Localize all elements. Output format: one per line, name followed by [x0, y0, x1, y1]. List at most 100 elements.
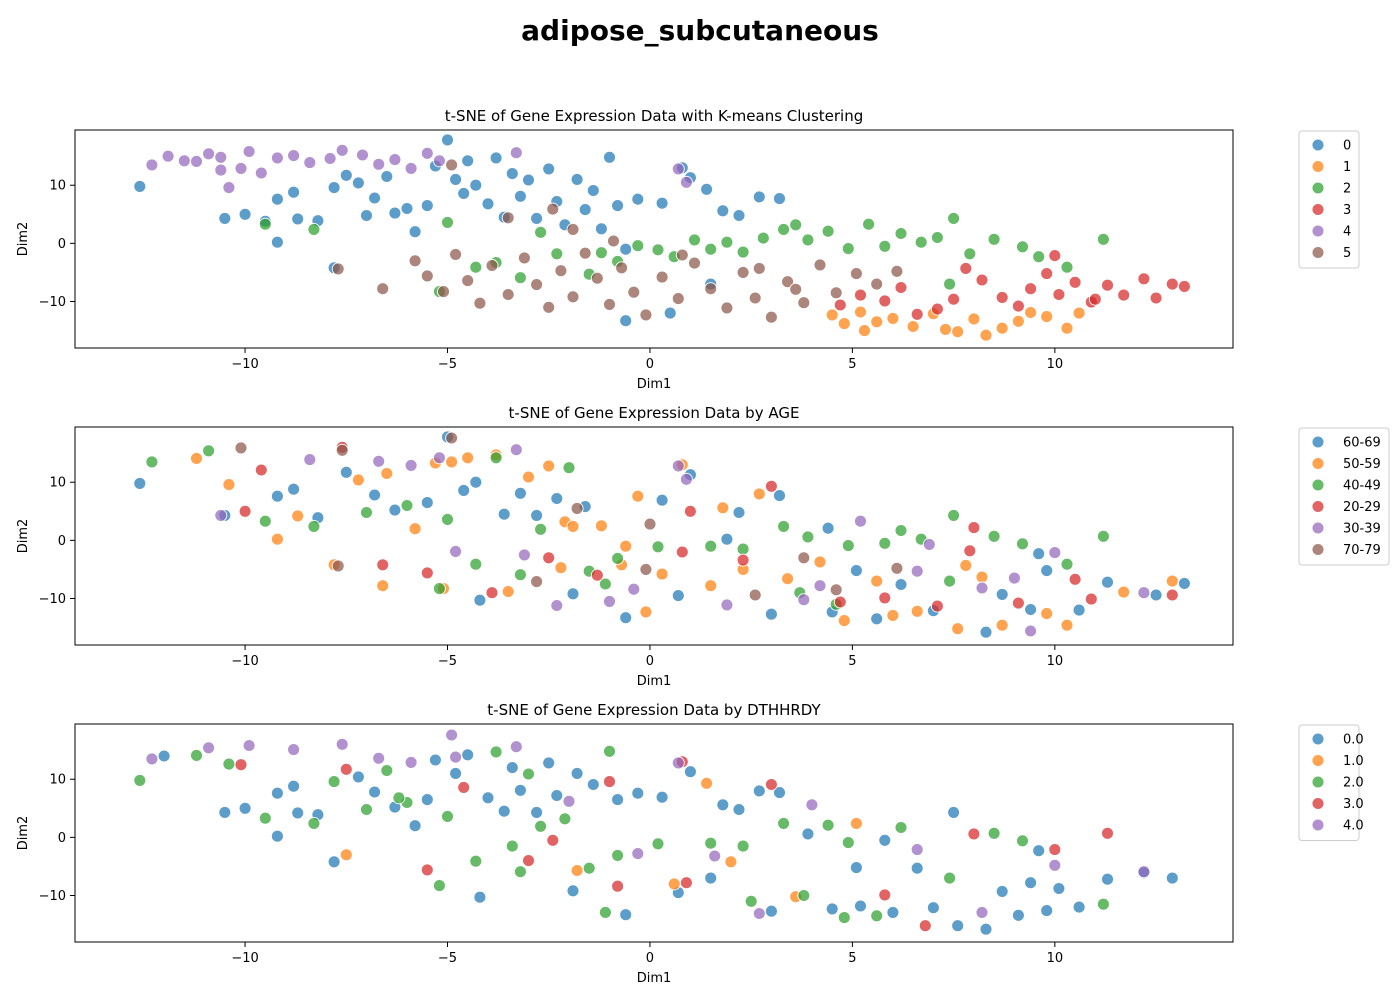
data-point: [890, 561, 904, 575]
data-point: [1048, 858, 1062, 872]
data-point: [554, 264, 568, 278]
data-point: [603, 297, 616, 311]
data-point: [420, 863, 434, 877]
data-point: [598, 577, 612, 591]
data-point: [748, 291, 762, 305]
data-point: [400, 499, 414, 512]
data-point: [894, 227, 908, 240]
data-point: [327, 775, 341, 789]
legend-label: 3: [1343, 203, 1351, 218]
data-point: [1011, 596, 1025, 610]
data-point: [530, 211, 544, 225]
data-point: [894, 578, 908, 591]
data-point: [270, 532, 284, 546]
data-point: [505, 761, 519, 775]
figure-title: adipose_subcutaneous: [521, 14, 879, 47]
data-point: [534, 225, 548, 239]
data-point: [679, 472, 693, 486]
data-point: [704, 836, 718, 850]
data-point: [522, 854, 535, 868]
data-point: [756, 231, 770, 245]
data-point: [501, 288, 515, 301]
data-point: [704, 282, 718, 296]
legend-marker: [1311, 775, 1325, 789]
data-point: [380, 170, 394, 183]
data-point: [781, 275, 795, 289]
legend-label: 2.0: [1343, 776, 1364, 791]
data-point: [388, 153, 402, 167]
data-point: [392, 791, 406, 805]
data-point: [1068, 572, 1082, 586]
data-point: [736, 839, 750, 853]
data-point: [679, 175, 693, 189]
data-point: [445, 158, 459, 172]
data-point: [1096, 897, 1110, 911]
data-point: [368, 191, 382, 205]
data-point: [1048, 249, 1062, 263]
data-point: [947, 508, 961, 522]
data-point: [441, 133, 454, 147]
data-point: [1040, 904, 1054, 918]
data-point: [910, 843, 924, 857]
data-point: [975, 905, 989, 919]
data-point: [461, 154, 475, 168]
subplot-3: t-SNE of Gene Expression Data by DTHHRDY…: [16, 701, 1364, 986]
subplot-title: t-SNE of Gene Expression Data with K-mea…: [445, 107, 863, 125]
data-point: [841, 242, 855, 256]
data-point: [878, 888, 892, 902]
x-tick-label: −5: [438, 357, 457, 372]
data-point: [335, 443, 349, 457]
data-point: [1024, 282, 1038, 296]
data-point: [351, 770, 365, 784]
data-point: [513, 865, 527, 879]
data-point: [388, 206, 402, 220]
data-point: [432, 879, 446, 893]
data-point: [408, 254, 422, 268]
data-point: [1016, 834, 1029, 848]
data-point: [947, 805, 961, 819]
data-point: [724, 855, 738, 869]
data-point: [979, 625, 993, 639]
data-point: [797, 296, 811, 310]
data-point: [926, 901, 940, 915]
data-point: [720, 598, 734, 612]
legend-label: 2: [1343, 182, 1351, 197]
data-point: [578, 246, 592, 260]
data-point: [372, 454, 386, 468]
data-point: [530, 278, 544, 292]
data-point: [339, 465, 353, 479]
data-point: [878, 536, 892, 550]
data-point: [368, 488, 382, 502]
data-point: [1165, 871, 1179, 885]
data-point: [667, 877, 681, 891]
data-point: [550, 492, 564, 505]
data-point: [651, 243, 665, 257]
data-point: [631, 847, 645, 861]
data-point: [157, 749, 171, 763]
data-point: [748, 588, 762, 602]
data-point: [270, 489, 284, 503]
y-axis-label: Dim2: [16, 519, 31, 554]
legend-marker: [1311, 203, 1325, 216]
data-point: [133, 179, 147, 193]
data-point: [570, 766, 584, 780]
data-point: [967, 827, 981, 841]
data-point: [720, 532, 734, 546]
data-point: [870, 909, 884, 923]
data-point: [238, 207, 252, 221]
data-point: [639, 308, 653, 322]
data-point: [930, 302, 944, 316]
data-point: [331, 262, 345, 276]
data-point: [530, 508, 544, 522]
data-point: [700, 776, 714, 790]
data-point: [704, 242, 718, 256]
data-point: [813, 579, 827, 593]
data-point: [570, 864, 584, 877]
data-point: [449, 544, 463, 558]
data-point: [513, 486, 527, 500]
legend: 60-69 50-59 40-49 20-29 30-39 70-79: [1298, 427, 1390, 566]
data-point: [700, 182, 714, 196]
data-point: [939, 322, 952, 336]
data-point: [1072, 306, 1086, 320]
